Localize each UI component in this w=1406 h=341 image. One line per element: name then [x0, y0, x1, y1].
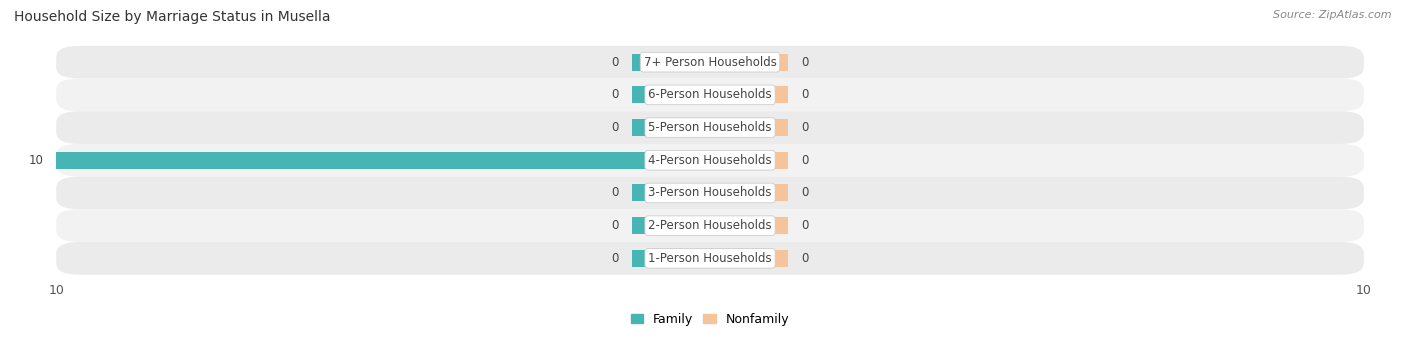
FancyBboxPatch shape	[56, 78, 1364, 111]
Bar	[710, 119, 789, 136]
Text: 0: 0	[801, 121, 808, 134]
Bar	[631, 250, 710, 267]
Text: 6-Person Households: 6-Person Households	[648, 88, 772, 101]
Text: 7+ Person Households: 7+ Person Households	[644, 56, 776, 69]
Text: 0: 0	[612, 187, 619, 199]
FancyBboxPatch shape	[56, 242, 1364, 275]
Text: 0: 0	[612, 121, 619, 134]
FancyBboxPatch shape	[56, 144, 1364, 177]
Text: Household Size by Marriage Status in Musella: Household Size by Marriage Status in Mus…	[14, 10, 330, 24]
Bar	[631, 54, 710, 71]
Text: 3-Person Households: 3-Person Households	[648, 187, 772, 199]
Bar	[710, 217, 789, 234]
Text: 0: 0	[801, 219, 808, 232]
Text: 0: 0	[612, 252, 619, 265]
Text: 4-Person Households: 4-Person Households	[648, 154, 772, 167]
FancyBboxPatch shape	[56, 111, 1364, 144]
Bar	[710, 184, 789, 202]
Text: 0: 0	[801, 187, 808, 199]
Text: 0: 0	[612, 56, 619, 69]
FancyBboxPatch shape	[56, 177, 1364, 209]
Text: 0: 0	[612, 219, 619, 232]
Text: 0: 0	[801, 56, 808, 69]
Text: Source: ZipAtlas.com: Source: ZipAtlas.com	[1274, 10, 1392, 20]
Bar	[56, 152, 710, 169]
Bar	[710, 250, 789, 267]
Text: 1-Person Households: 1-Person Households	[648, 252, 772, 265]
Text: 10: 10	[28, 154, 44, 167]
FancyBboxPatch shape	[56, 46, 1364, 78]
Text: 0: 0	[612, 88, 619, 101]
Bar	[710, 86, 789, 103]
FancyBboxPatch shape	[56, 209, 1364, 242]
Bar	[710, 152, 789, 169]
Legend: Family, Nonfamily: Family, Nonfamily	[631, 313, 789, 326]
Text: 0: 0	[801, 252, 808, 265]
Bar	[710, 54, 789, 71]
Bar	[631, 86, 710, 103]
Text: 0: 0	[801, 154, 808, 167]
Bar	[631, 184, 710, 202]
Text: 0: 0	[801, 88, 808, 101]
Text: 2-Person Households: 2-Person Households	[648, 219, 772, 232]
Text: 5-Person Households: 5-Person Households	[648, 121, 772, 134]
Bar	[631, 217, 710, 234]
Bar	[631, 119, 710, 136]
